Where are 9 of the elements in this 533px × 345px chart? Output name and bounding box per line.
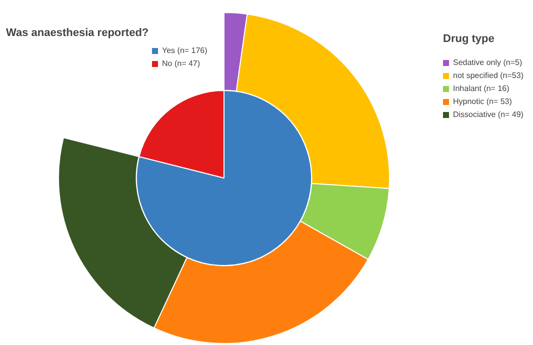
legend-label: Hypnotic (n= 53) bbox=[453, 97, 512, 106]
legend-label: No (n= 47) bbox=[162, 59, 200, 68]
legend-label: Sedative only (n=5) bbox=[453, 58, 522, 67]
legend-label: Yes (n= 176) bbox=[162, 46, 208, 55]
legend-label: Inhalant (n= 16) bbox=[453, 84, 510, 93]
legend-label: Dissociative (n= 49) bbox=[453, 110, 524, 119]
legend-title: Drug type bbox=[443, 33, 494, 45]
legend-label: not specified (n=53) bbox=[453, 71, 524, 80]
legend-title: Was anaesthesia reported? bbox=[6, 27, 149, 39]
